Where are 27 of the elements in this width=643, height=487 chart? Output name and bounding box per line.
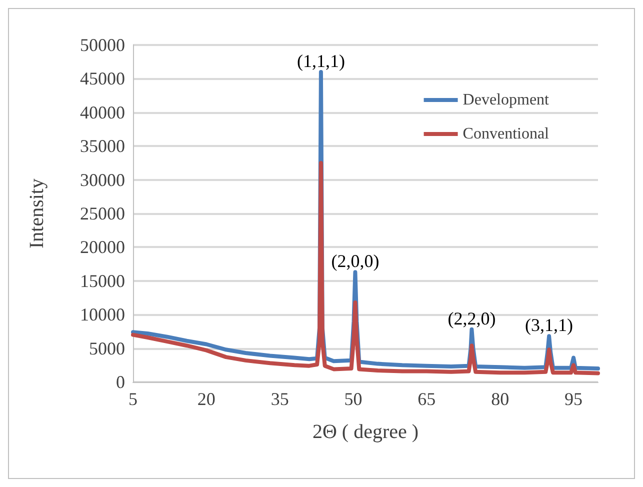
x-tick-label: 35 bbox=[270, 389, 289, 409]
x-axis-title: 2Θ ( degree ) bbox=[312, 421, 419, 443]
y-tick-label: 15000 bbox=[80, 270, 125, 291]
annotation: (3,1,1) bbox=[525, 315, 574, 336]
x-tick-label: 5 bbox=[128, 389, 138, 409]
y-tick-label: 50000 bbox=[80, 35, 125, 55]
x-tick-label: 50 bbox=[344, 389, 362, 409]
y-tick-label: 10000 bbox=[80, 304, 125, 325]
x-tick-label: 95 bbox=[564, 389, 583, 409]
annotation: (2,0,0) bbox=[331, 251, 380, 272]
y-tick-label: 30000 bbox=[80, 170, 125, 190]
y-axis-title: Intensity bbox=[26, 178, 48, 248]
x-tick-label: 80 bbox=[491, 389, 510, 409]
line-series bbox=[131, 160, 600, 376]
y-tick-label: 25000 bbox=[80, 204, 125, 224]
legend-label: Development bbox=[462, 92, 550, 108]
annotation: (2,2,0) bbox=[448, 308, 496, 328]
x-tick-label: 65 bbox=[418, 389, 436, 409]
y-tick-label: 40000 bbox=[80, 102, 125, 122]
x-tick-label: 20 bbox=[197, 389, 216, 409]
y-tick-label: 0 bbox=[116, 372, 125, 392]
y-tick-label: 35000 bbox=[80, 136, 125, 156]
y-tick-label: 5000 bbox=[89, 338, 125, 358]
annotation: (1,1,1) bbox=[296, 50, 345, 71]
legend-label: Conventional bbox=[462, 126, 550, 142]
y-tick-label: 45000 bbox=[80, 68, 125, 89]
y-tick-label: 20000 bbox=[80, 237, 125, 258]
